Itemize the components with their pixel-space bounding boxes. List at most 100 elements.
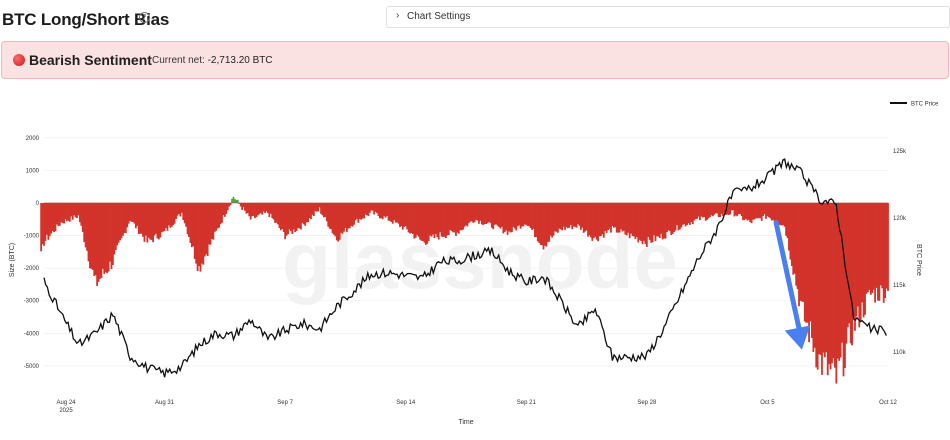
negative-size-bar [361,202,364,219]
negative-size-bar [426,202,429,244]
negative-size-bar [386,202,388,216]
negative-size-bar [70,202,73,217]
negative-size-bar [143,202,146,242]
red-circle-icon [13,54,25,66]
negative-size-bar [344,202,347,228]
negative-size-bar [67,202,70,221]
negative-size-bar [782,202,785,226]
negative-size-bar [320,202,322,214]
negative-size-bar [460,202,463,231]
current-net: Current net: -2,713.20 BTC [152,55,273,66]
negative-size-bar [512,202,515,227]
negative-size-bar [816,202,819,370]
negative-size-bar [86,202,88,251]
negative-size-bar [690,202,693,223]
negative-size-bar [687,202,690,224]
negative-size-bar [216,202,219,229]
positive-size-bar [235,200,238,203]
negative-size-bar [486,202,489,224]
negative-size-bar [792,202,795,275]
negative-size-bar [552,202,555,236]
negative-size-bar [483,202,486,225]
negative-size-bar [625,202,628,236]
negative-size-bar [614,202,617,228]
negative-size-bar [380,202,383,219]
negative-size-bar [317,202,320,212]
negative-size-bar [113,202,116,255]
negative-size-bar [358,202,361,220]
negative-size-bar [466,202,469,227]
negative-size-bar [407,202,410,233]
negative-size-bar [844,202,846,369]
negative-size-bar [178,202,180,214]
negative-size-bar [582,202,585,233]
negative-size-bar [101,202,104,269]
negative-size-bar [127,202,130,224]
negative-size-bar [770,202,773,221]
negative-size-bar [864,202,866,315]
negative-size-bar [124,202,127,234]
negative-size-bar [173,202,176,224]
current-net-value: -2,713.20 BTC [207,55,273,66]
negative-size-bar [489,202,492,224]
negative-size-bar [89,202,91,269]
negative-size-bar [855,202,858,317]
negative-size-bar [600,202,602,237]
negative-size-bar [198,202,200,267]
negative-size-bar [238,202,241,204]
negative-size-bar [592,202,595,239]
negative-size-bar [331,202,334,234]
negative-size-bar [353,202,355,225]
negative-size-bar [476,202,479,221]
negative-size-bar [528,202,531,227]
negative-size-bar [711,202,714,217]
negative-size-bar [664,202,667,239]
negative-size-bar [259,202,262,214]
negative-size-bar [66,202,68,222]
negative-size-bar [737,202,740,215]
negative-size-bar [390,202,393,222]
negative-size-bar [387,202,390,221]
negative-size-bar [575,202,578,228]
negative-size-bar [399,202,401,228]
negative-size-bar [859,202,862,322]
negative-size-bar [697,202,700,217]
negative-size-bar [631,202,634,237]
negative-size-bar [389,202,391,221]
negative-size-bar [424,202,427,245]
negative-size-bar [308,202,311,219]
y2-axis-title: BTC Price [915,244,922,276]
chart-settings-label: Chart Settings [407,11,471,22]
negative-size-bar [262,202,265,212]
negative-size-bar [377,202,380,216]
negative-size-bar [244,202,246,211]
negative-size-bar [183,202,186,224]
negative-size-bar [822,202,825,353]
negative-size-bar [795,202,798,286]
negative-size-bar [513,202,516,229]
negative-size-bar [811,202,813,338]
negative-size-bar [48,202,51,237]
negative-size-bar [186,202,189,235]
negative-size-bar [162,202,165,232]
negative-size-bar [467,202,470,224]
negative-size-bar [836,202,839,359]
negative-size-bar [829,202,832,370]
negative-size-bar [370,202,373,211]
negative-size-bar [300,202,302,230]
negative-size-bar [410,202,413,233]
y-tick-label: -5000 [24,364,40,370]
negative-size-bar [700,202,703,217]
negative-size-bar [436,202,439,238]
negative-size-bar [192,202,195,247]
negative-size-bar [129,202,132,221]
negative-size-bar [348,202,351,229]
negative-size-bar [565,202,568,228]
negative-size-bar [750,202,753,224]
negative-size-bar [106,202,109,274]
help-circle-icon[interactable]: ? [139,12,150,23]
negative-size-bar [536,202,539,242]
negative-size-bar [551,202,554,238]
negative-size-bar [653,202,655,236]
negative-size-bar [396,202,398,223]
